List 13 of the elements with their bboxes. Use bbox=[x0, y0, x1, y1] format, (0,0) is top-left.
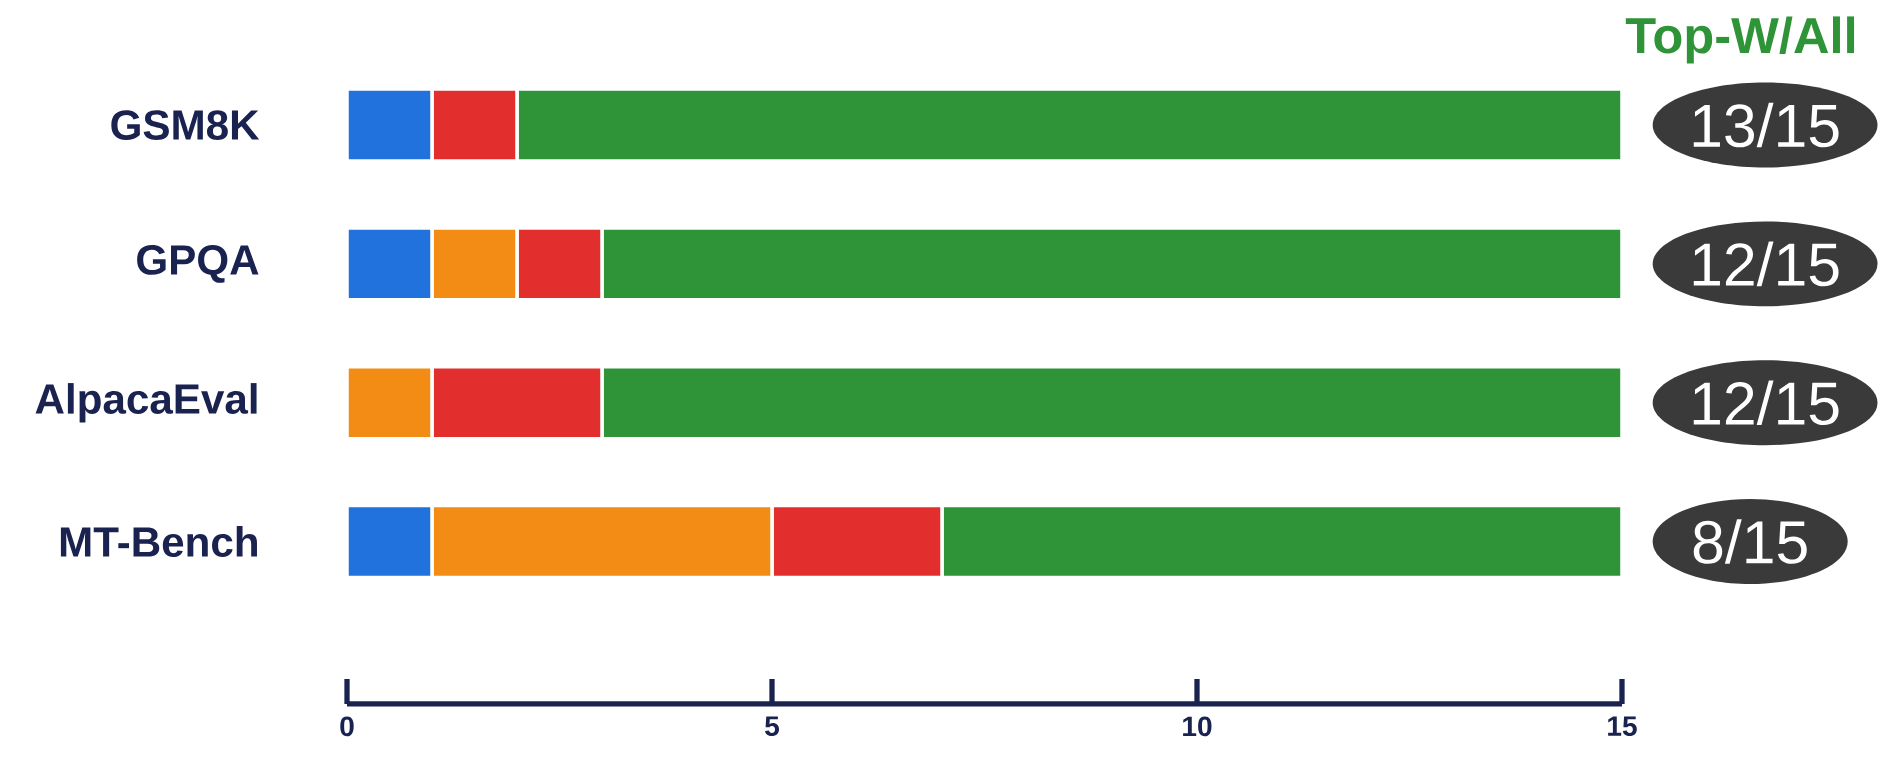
text: Top-W/All bbox=[1625, 16, 1855, 64]
data-label: 12/15 bbox=[1693, 241, 1839, 287]
y-tick-label: AlpacaEval bbox=[35, 383, 257, 423]
y-tick-label: MT-Bench bbox=[60, 526, 257, 558]
x-tick-label: 0 bbox=[340, 716, 354, 737]
y-tick-label: GPQA bbox=[137, 245, 259, 283]
data-label: 13/15 bbox=[1693, 102, 1839, 148]
data-label: 12/15 bbox=[1693, 380, 1839, 426]
x-tick-label: 10 bbox=[1183, 716, 1212, 737]
y-tick-label: GSM8K bbox=[111, 110, 260, 140]
data-label: 8/15 bbox=[1693, 519, 1807, 564]
x-tick-label: 5 bbox=[765, 716, 780, 737]
x-tick-label: 15 bbox=[1608, 716, 1637, 737]
